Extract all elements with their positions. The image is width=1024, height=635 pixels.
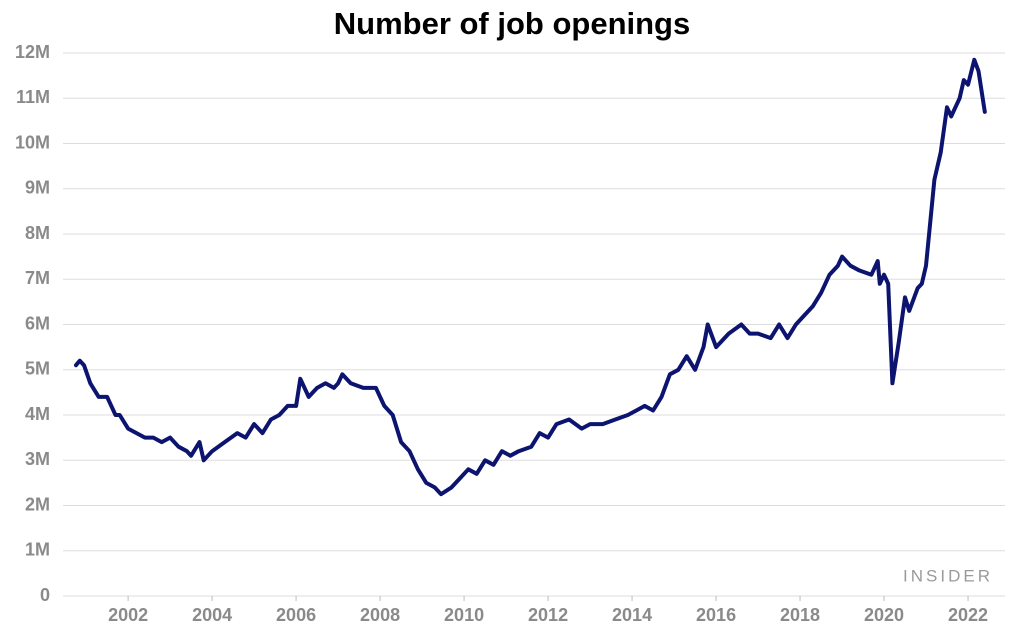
y-tick-label: 1M: [25, 540, 50, 560]
x-tick-label: 2014: [612, 605, 652, 625]
x-tick-label: 2022: [948, 605, 988, 625]
x-tick-label: 2002: [108, 605, 148, 625]
x-tick-label: 2018: [780, 605, 820, 625]
y-tick-label: 0: [40, 585, 50, 605]
x-tick-label: 2008: [360, 605, 400, 625]
logo: INSIDER: [903, 566, 993, 585]
y-tick-label: 6M: [25, 313, 50, 333]
y-tick-label: 5M: [25, 359, 50, 379]
x-tick-label: 2012: [528, 605, 568, 625]
y-tick-label: 8M: [25, 223, 50, 243]
y-tick-label: 11M: [16, 87, 50, 107]
data-line: [74, 57, 987, 497]
x-tick-label: 2010: [444, 605, 484, 625]
x-tick-label: 2016: [696, 605, 736, 625]
y-tick-label: 9M: [25, 178, 50, 198]
y-tick-label: 12M: [15, 42, 50, 62]
x-tick-label: 2020: [864, 605, 904, 625]
x-tick-label: 2006: [276, 605, 316, 625]
y-tick-label: 7M: [25, 268, 50, 288]
y-tick-label: 3M: [25, 449, 50, 469]
x-tick-label: 2004: [192, 605, 232, 625]
y-tick-label: 4M: [25, 404, 50, 424]
y-tick-label: 2M: [25, 494, 50, 514]
chart-title: Number of job openings: [334, 6, 691, 41]
y-tick-label: 10M: [15, 132, 50, 152]
